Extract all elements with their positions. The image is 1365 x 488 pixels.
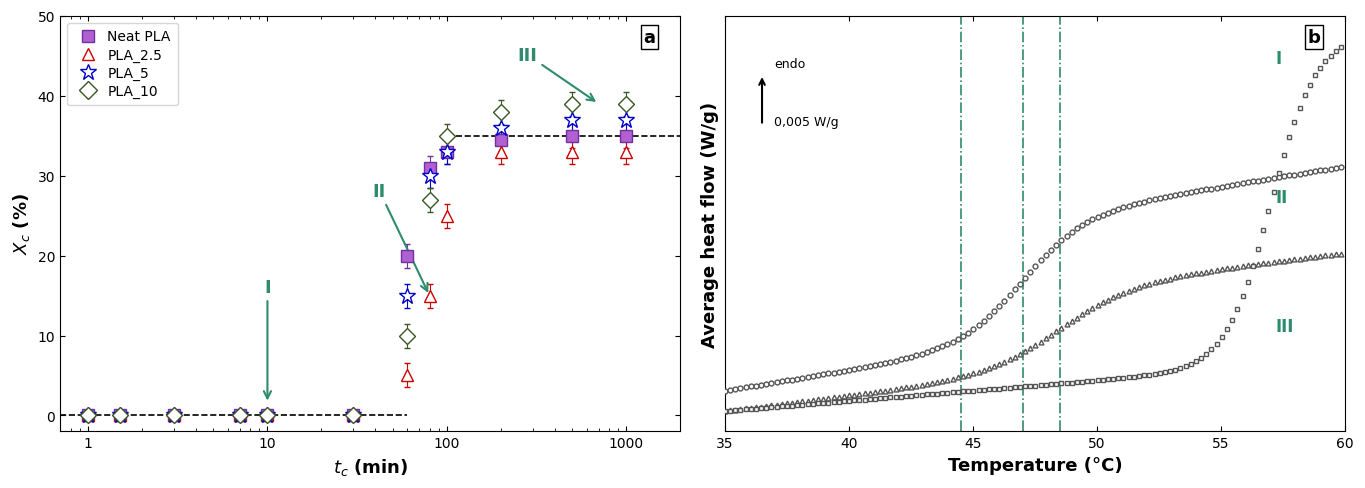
Text: II: II — [1276, 189, 1287, 207]
Text: I: I — [1276, 50, 1282, 68]
Text: II: II — [373, 182, 427, 291]
Text: b: b — [1308, 29, 1320, 47]
Text: a: a — [644, 29, 655, 47]
Y-axis label: $X_c$ (%): $X_c$ (%) — [11, 193, 33, 255]
X-axis label: $t_c$ (min): $t_c$ (min) — [333, 456, 408, 477]
Text: endo: endo — [774, 58, 805, 71]
X-axis label: Temperature (°C): Temperature (°C) — [947, 456, 1122, 474]
Text: III: III — [1276, 317, 1294, 335]
Text: I: I — [263, 278, 272, 399]
Text: III: III — [517, 46, 594, 102]
Legend: Neat PLA, PLA_2.5, PLA_5, PLA_10: Neat PLA, PLA_2.5, PLA_5, PLA_10 — [67, 23, 177, 106]
Text: 0,005 W/g: 0,005 W/g — [774, 116, 839, 129]
Y-axis label: Average heat flow (W/g): Average heat flow (W/g) — [702, 102, 719, 347]
